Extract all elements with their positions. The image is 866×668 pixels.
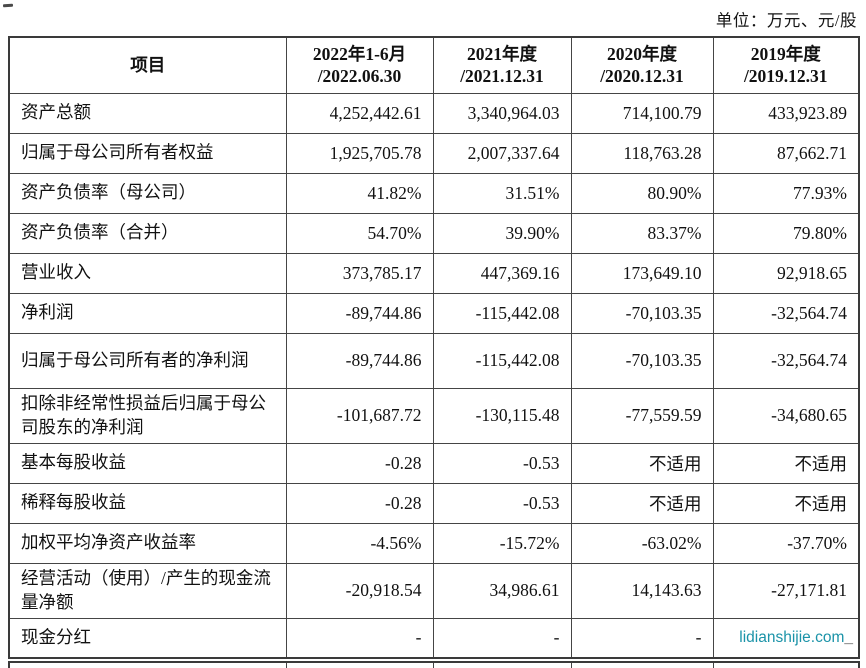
financial-indicators-table: 项目 2022年1-6月 /2022.06.30 2021年度 /2021.12… — [8, 36, 860, 659]
cell-value: -115,442.08 — [432, 292, 572, 334]
cell-value: -70,103.35 — [570, 292, 714, 334]
cutoff-row — [8, 661, 860, 668]
row-label: 扣除非经常性损益后归属于母公司股东的净利润 — [8, 387, 287, 444]
table-row-net-profit: 净利润 -89,744.86 -115,442.08 -70,103.35 -3… — [8, 292, 860, 334]
cell-value: -27,171.81 — [712, 562, 860, 619]
cell-value: 77.93% — [712, 172, 860, 214]
page-corner-artifact — [2, 3, 14, 7]
table-row-operating-revenue: 营业收入 373,785.17 447,369.16 173,649.10 92… — [8, 252, 860, 294]
cell-value: -0.53 — [432, 442, 572, 484]
cell-value: 714,100.79 — [570, 92, 714, 134]
cell-value: -77,559.59 — [570, 387, 714, 444]
cell-value: 31.51% — [432, 172, 572, 214]
cell-value: -89,744.86 — [285, 292, 434, 334]
cell-value: - — [570, 617, 714, 659]
cell-value: -0.28 — [285, 482, 434, 524]
row-label: 资产总额 — [8, 92, 287, 134]
cell-value: 118,763.28 — [570, 132, 714, 174]
cell-value: 不适用 — [712, 482, 860, 524]
header-period-2021: 2021年度 /2021.12.31 — [432, 36, 572, 94]
cell-value: - — [285, 617, 434, 659]
header-period-2022: 2022年1-6月 /2022.06.30 — [285, 36, 434, 94]
cell-value: 39.90% — [432, 212, 572, 254]
cell-value: lidianshijie.com_ — [712, 617, 860, 659]
row-label: 基本每股收益 — [8, 442, 287, 484]
row-label: 资产负债率（合并） — [8, 212, 287, 254]
cell-value: - — [432, 617, 572, 659]
watermark-underscore: _ — [844, 628, 853, 646]
cell-value: 41.82% — [285, 172, 434, 214]
cell-value: -4.56% — [285, 522, 434, 564]
cell-value: -0.28 — [285, 442, 434, 484]
row-label: 归属于母公司所有者权益 — [8, 132, 287, 174]
table-row-parent-equity: 归属于母公司所有者权益 1,925,705.78 2,007,337.64 11… — [8, 132, 860, 174]
row-label: 净利润 — [8, 292, 287, 334]
row-label: 资产负债率（母公司） — [8, 172, 287, 214]
table-row-debt-ratio-parent: 资产负债率（母公司） 41.82% 31.51% 80.90% 77.93% — [8, 172, 860, 214]
cell-value: -34,680.65 — [712, 387, 860, 444]
row-label: 加权平均净资产收益率 — [8, 522, 287, 564]
cell-value: -70,103.35 — [570, 332, 714, 389]
cutoff-row-cell — [712, 661, 860, 668]
cell-value: 447,369.16 — [432, 252, 572, 294]
header-period-2019: 2019年度 /2019.12.31 — [712, 36, 860, 94]
cell-value: 173,649.10 — [570, 252, 714, 294]
header-period-2020: 2020年度 /2020.12.31 — [570, 36, 714, 94]
unit-label: 单位：万元、元/股 — [715, 11, 857, 30]
table-row-basic-eps: 基本每股收益 -0.28 -0.53 不适用 不适用 — [8, 442, 860, 484]
table-row-net-profit-deducted: 扣除非经常性损益后归属于母公司股东的净利润 -101,687.72 -130,1… — [8, 387, 860, 444]
table-row-total-assets: 资产总额 4,252,442.61 3,340,964.03 714,100.7… — [8, 92, 860, 134]
cutoff-row-cell — [8, 661, 287, 668]
row-label: 营业收入 — [8, 252, 287, 294]
cell-value: -0.53 — [432, 482, 572, 524]
cell-value: 54.70% — [285, 212, 434, 254]
cell-value: -32,564.74 — [712, 332, 860, 389]
table-row-cash-dividend: 现金分红 - - - lidianshijie.com_ — [8, 617, 860, 659]
cell-value: 83.37% — [570, 212, 714, 254]
table-row-net-profit-parent: 归属于母公司所有者的净利润 -89,744.86 -115,442.08 -70… — [8, 332, 860, 389]
cell-value: 14,143.63 — [570, 562, 714, 619]
cell-value: -115,442.08 — [432, 332, 572, 389]
row-label: 归属于母公司所有者的净利润 — [8, 332, 287, 389]
cutoff-row-cell — [432, 661, 572, 668]
cutoff-row-cell — [570, 661, 714, 668]
header-item: 项目 — [8, 36, 287, 94]
cell-value: 79.80% — [712, 212, 860, 254]
cell-value: 433,923.89 — [712, 92, 860, 134]
cell-value: -37.70% — [712, 522, 860, 564]
cell-value: 87,662.71 — [712, 132, 860, 174]
cell-value: 1,925,705.78 — [285, 132, 434, 174]
table-row-operating-cash-flow: 经营活动（使用）/产生的现金流量净额 -20,918.54 34,986.61 … — [8, 562, 860, 619]
cell-value: 34,986.61 — [432, 562, 572, 619]
watermark-text: lidianshijie.com_ — [739, 628, 853, 646]
row-label: 稀释每股收益 — [8, 482, 287, 524]
cell-value: 不适用 — [712, 442, 860, 484]
cutoff-row-cell — [285, 661, 434, 668]
cell-value: -32,564.74 — [712, 292, 860, 334]
cell-value: 2,007,337.64 — [432, 132, 572, 174]
cell-value: 373,785.17 — [285, 252, 434, 294]
cell-value: 92,918.65 — [712, 252, 860, 294]
cutoff-next-row — [8, 661, 860, 668]
cell-value: -89,744.86 — [285, 332, 434, 389]
table-row-debt-ratio-consolidated: 资产负债率（合并） 54.70% 39.90% 83.37% 79.80% — [8, 212, 860, 254]
cell-value: 80.90% — [570, 172, 714, 214]
table-row-weighted-avg-roe: 加权平均净资产收益率 -4.56% -15.72% -63.02% -37.70… — [8, 522, 860, 564]
cell-value: 3,340,964.03 — [432, 92, 572, 134]
cell-value: 不适用 — [570, 442, 714, 484]
cell-value: -20,918.54 — [285, 562, 434, 619]
row-label: 经营活动（使用）/产生的现金流量净额 — [8, 562, 287, 619]
cell-value: 4,252,442.61 — [285, 92, 434, 134]
cell-value: -63.02% — [570, 522, 714, 564]
cell-value: -15.72% — [432, 522, 572, 564]
row-label: 现金分红 — [8, 617, 287, 659]
cell-value: -101,687.72 — [285, 387, 434, 444]
header-row: 项目 2022年1-6月 /2022.06.30 2021年度 /2021.12… — [8, 36, 860, 94]
cell-value: 不适用 — [570, 482, 714, 524]
table-row-diluted-eps: 稀释每股收益 -0.28 -0.53 不适用 不适用 — [8, 482, 860, 524]
cell-value: -130,115.48 — [432, 387, 572, 444]
